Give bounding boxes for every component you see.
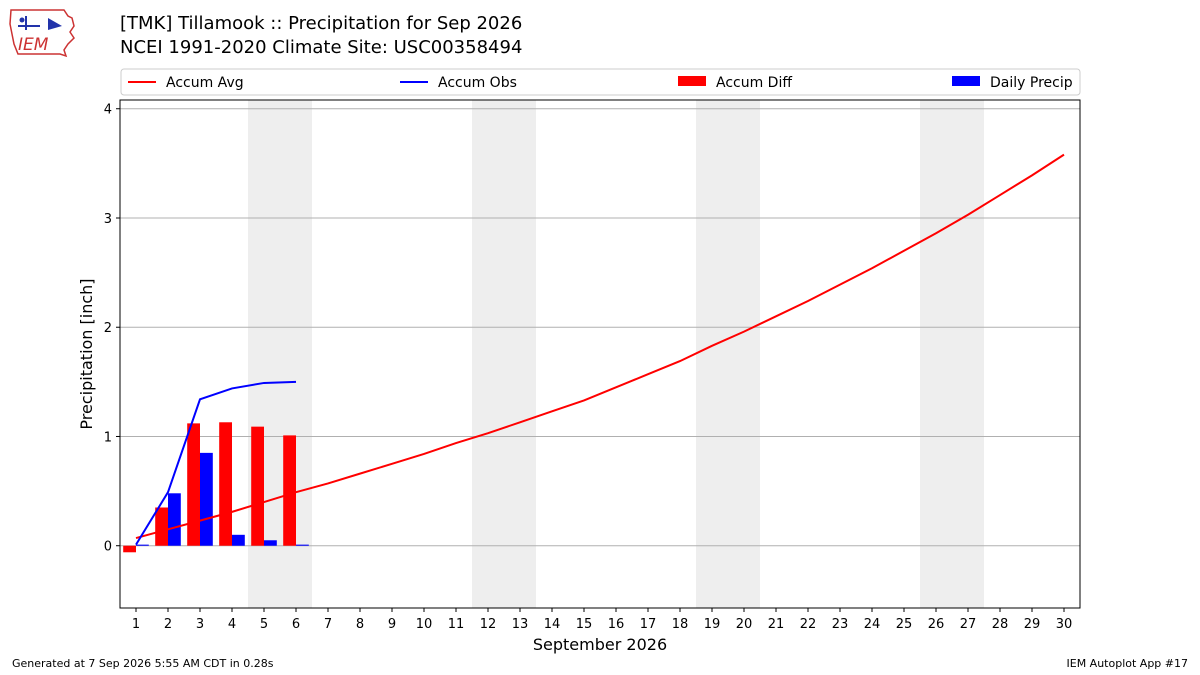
x-tick-label: 21 [768, 617, 785, 632]
x-tick-label: 2 [164, 617, 172, 632]
lines [135, 153, 1065, 546]
x-tick-label: 26 [928, 617, 945, 632]
accum-avg-line [135, 153, 1065, 540]
x-tick-label: 6 [292, 617, 300, 632]
weekend-band [920, 100, 952, 608]
iem-logo: IEM [8, 6, 80, 58]
x-tick-label: 3 [196, 617, 204, 632]
app-label: IEM Autoplot App #17 [1066, 657, 1189, 670]
x-tick-label: 13 [512, 617, 529, 632]
x-tick-label: 20 [736, 617, 753, 632]
x-tick-label: 5 [260, 617, 268, 632]
legend: Accum Avg Accum Obs Accum Diff Daily Precip [120, 68, 1081, 96]
x-tick-label: 1 [132, 617, 140, 632]
x-tick-label: 19 [704, 617, 721, 632]
weekend-shading [248, 100, 984, 608]
daily-precip-bar [200, 452, 213, 546]
accum-diff-bar [219, 422, 232, 546]
accum-diff-bar [187, 423, 200, 546]
weekend-band [504, 100, 536, 608]
y-tick-label: 2 [104, 321, 112, 336]
x-tick-label: 9 [388, 617, 396, 632]
daily-precip-bar [136, 544, 149, 546]
legend-swatch [678, 76, 706, 86]
legend-label: Accum Diff [716, 75, 792, 91]
x-tick-label: 11 [448, 617, 465, 632]
accum-diff-bar [251, 426, 264, 546]
legend-label: Daily Precip [990, 75, 1073, 91]
legend-box [120, 68, 1081, 96]
plot-frame [119, 99, 1081, 609]
x-tick-label: 10 [416, 617, 433, 632]
x-tick-label: 28 [992, 617, 1009, 632]
weekend-band [472, 100, 504, 608]
x-tick-label: 22 [800, 617, 817, 632]
x-tick-label: 27 [960, 617, 977, 632]
y-tick-label: 0 [104, 540, 112, 555]
x-tick-label: 23 [832, 617, 849, 632]
x-axis-label: September 2026 [533, 635, 667, 654]
accum-diff-bar [283, 435, 296, 546]
x-tick-label: 4 [228, 617, 236, 632]
x-tick-label: 16 [608, 617, 625, 632]
x-tick-label: 30 [1056, 617, 1073, 632]
x-tick-label: 29 [1024, 617, 1041, 632]
y-axis-label: Precipitation [inch] [77, 278, 96, 429]
x-tick-label: 25 [896, 617, 913, 632]
bars [123, 422, 309, 553]
x-tick-label: 18 [672, 617, 689, 632]
daily-precip-bar [264, 540, 277, 546]
x-tick-label: 12 [480, 617, 497, 632]
logo-text: IEM [18, 35, 49, 55]
daily-precip-bar [168, 493, 181, 546]
y-tick-label: 4 [104, 103, 112, 118]
weekend-band [696, 100, 728, 608]
generated-timestamp: Generated at 7 Sep 2026 5:55 AM CDT in 0… [12, 657, 274, 670]
x-tick-label: 14 [544, 617, 561, 632]
accum-diff-bar [123, 545, 136, 553]
legend-label: Accum Obs [438, 75, 517, 91]
chart-subtitle: NCEI 1991-2020 Climate Site: USC00358494 [120, 37, 523, 58]
x-tick-label: 15 [576, 617, 593, 632]
legend-label: Accum Avg [166, 75, 244, 91]
weekend-band [952, 100, 984, 608]
chart-title: [TMK] Tillamook :: Precipitation for Sep… [120, 13, 523, 34]
legend-swatch [952, 76, 980, 86]
daily-precip-bar [296, 544, 309, 546]
weekend-band [728, 100, 760, 608]
x-tick-label: 17 [640, 617, 657, 632]
daily-precip-bar [232, 534, 245, 546]
gridlines [120, 108, 1080, 547]
y-tick-label: 3 [104, 212, 112, 227]
x-tick-label: 8 [356, 617, 364, 632]
x-tick-label: 7 [324, 617, 332, 632]
y-tick-label: 1 [104, 430, 112, 445]
accum-diff-bar [155, 507, 168, 546]
accum-obs-line [135, 380, 297, 546]
x-tick-label: 24 [864, 617, 881, 632]
